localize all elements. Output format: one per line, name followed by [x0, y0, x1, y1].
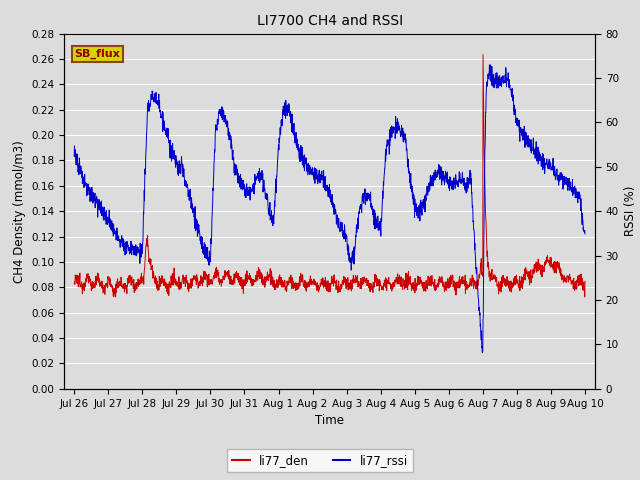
- Y-axis label: CH4 Density (mmol/m3): CH4 Density (mmol/m3): [13, 140, 26, 283]
- X-axis label: Time: Time: [315, 414, 344, 427]
- Text: SB_flux: SB_flux: [75, 48, 120, 59]
- Title: LI7700 CH4 and RSSI: LI7700 CH4 and RSSI: [257, 14, 403, 28]
- Legend: li77_den, li77_rssi: li77_den, li77_rssi: [227, 449, 413, 472]
- Y-axis label: RSSI (%): RSSI (%): [624, 186, 637, 236]
